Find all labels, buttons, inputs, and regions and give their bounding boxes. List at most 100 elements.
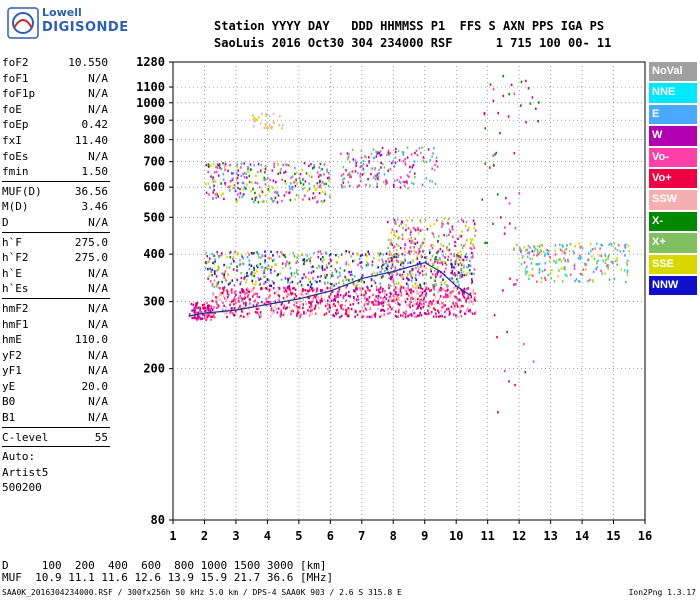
- echo-point: [334, 268, 337, 271]
- echo-point: [536, 248, 539, 252]
- echo-point: [363, 302, 366, 305]
- echo-point: [455, 314, 457, 317]
- echo-point: [197, 306, 200, 310]
- echo-point: [433, 307, 435, 310]
- echo-point: [268, 114, 271, 118]
- echo-point: [356, 313, 359, 316]
- echo-point: [264, 259, 266, 262]
- echo-point: [340, 304, 342, 307]
- echo-point: [268, 288, 271, 291]
- echo-point: [323, 173, 325, 176]
- echo-point: [467, 287, 469, 290]
- echo-point: [461, 246, 464, 250]
- echo-point: [439, 286, 442, 290]
- echo-point: [301, 253, 304, 256]
- echo-point: [344, 275, 346, 279]
- echo-point: [457, 220, 459, 223]
- echo-point: [216, 302, 218, 305]
- echo-point: [252, 118, 254, 121]
- echo-point: [269, 304, 272, 307]
- echo-point: [280, 309, 282, 312]
- echo-point: [577, 257, 580, 260]
- echo-point: [397, 295, 399, 298]
- echo-point: [388, 153, 390, 156]
- echo-point: [389, 152, 391, 155]
- echo-point: [248, 305, 251, 308]
- echo-point: [465, 224, 467, 228]
- echo-point: [544, 262, 547, 265]
- echo-point: [279, 315, 282, 318]
- echo-point: [463, 287, 466, 290]
- echo-point: [433, 269, 436, 273]
- echo-point: [235, 310, 237, 313]
- echo-point: [238, 263, 241, 266]
- echo-point: [280, 278, 283, 281]
- echo-point: [452, 302, 454, 305]
- echo-point: [585, 263, 588, 266]
- echo-point: [460, 235, 463, 238]
- echo-point: [599, 247, 601, 250]
- echo-point: [236, 200, 239, 203]
- echo-point: [235, 198, 238, 201]
- echo-point: [626, 273, 629, 277]
- echo-point: [437, 300, 439, 303]
- echo-point: [326, 273, 328, 277]
- echo-point: [409, 246, 412, 249]
- echo-point: [296, 259, 299, 263]
- echo-point: [398, 287, 401, 290]
- echo-point: [407, 227, 410, 230]
- echo-point: [271, 127, 273, 130]
- echo-point: [397, 149, 400, 153]
- echo-point: [206, 306, 209, 310]
- echo-point: [223, 304, 225, 307]
- echo-point: [421, 287, 424, 291]
- echo-point: [410, 288, 412, 291]
- echo-point: [337, 255, 340, 259]
- echo-point: [447, 307, 450, 310]
- echo-point: [404, 180, 406, 184]
- echo-point: [226, 315, 228, 319]
- file-info-footer: SAA0K_2016304234000.RSF / 300fx256h 50 k…: [2, 588, 402, 597]
- echo-point: [270, 126, 272, 129]
- echo-point: [227, 293, 230, 297]
- echo-point: [207, 267, 209, 271]
- echo-point: [316, 266, 318, 270]
- echo-point: [224, 277, 227, 280]
- echo-point: [290, 293, 293, 296]
- echo-point: [268, 257, 271, 260]
- echo-point: [308, 305, 311, 309]
- echo-point: [315, 294, 318, 297]
- echo-point: [372, 176, 375, 179]
- echo-point: [296, 171, 298, 174]
- echo-point: [222, 178, 225, 181]
- echo-point: [328, 262, 330, 265]
- echo-point: [370, 172, 372, 176]
- echo-point: [585, 268, 587, 271]
- echo-point: [298, 311, 300, 314]
- echo-point: [267, 177, 269, 180]
- echo-point: [207, 163, 210, 166]
- echo-point: [294, 166, 296, 170]
- echo-point: [263, 282, 265, 285]
- echo-point: [277, 286, 279, 289]
- echo-point: [373, 168, 376, 171]
- params-muf: MUF(D) 36.56 M(D) 3.46 D N/A: [2, 184, 110, 231]
- echo-point: [239, 259, 241, 262]
- echo-point: [349, 175, 351, 179]
- echo-point: [283, 171, 285, 174]
- echo-point: [393, 185, 395, 188]
- echo-point: [211, 273, 213, 277]
- y-tick-label: 80: [151, 513, 165, 527]
- echo-point: [246, 256, 249, 259]
- echo-point: [330, 265, 333, 268]
- echo-point: [395, 298, 398, 301]
- echo-point: [240, 272, 242, 275]
- echo-point: [404, 258, 406, 261]
- echo-point: [352, 158, 355, 161]
- echo-point: [401, 221, 404, 224]
- echo-point: [471, 280, 473, 283]
- echo-point: [319, 300, 322, 303]
- echo-point: [425, 312, 427, 315]
- echo-point: [416, 301, 419, 305]
- echo-point: [563, 257, 565, 260]
